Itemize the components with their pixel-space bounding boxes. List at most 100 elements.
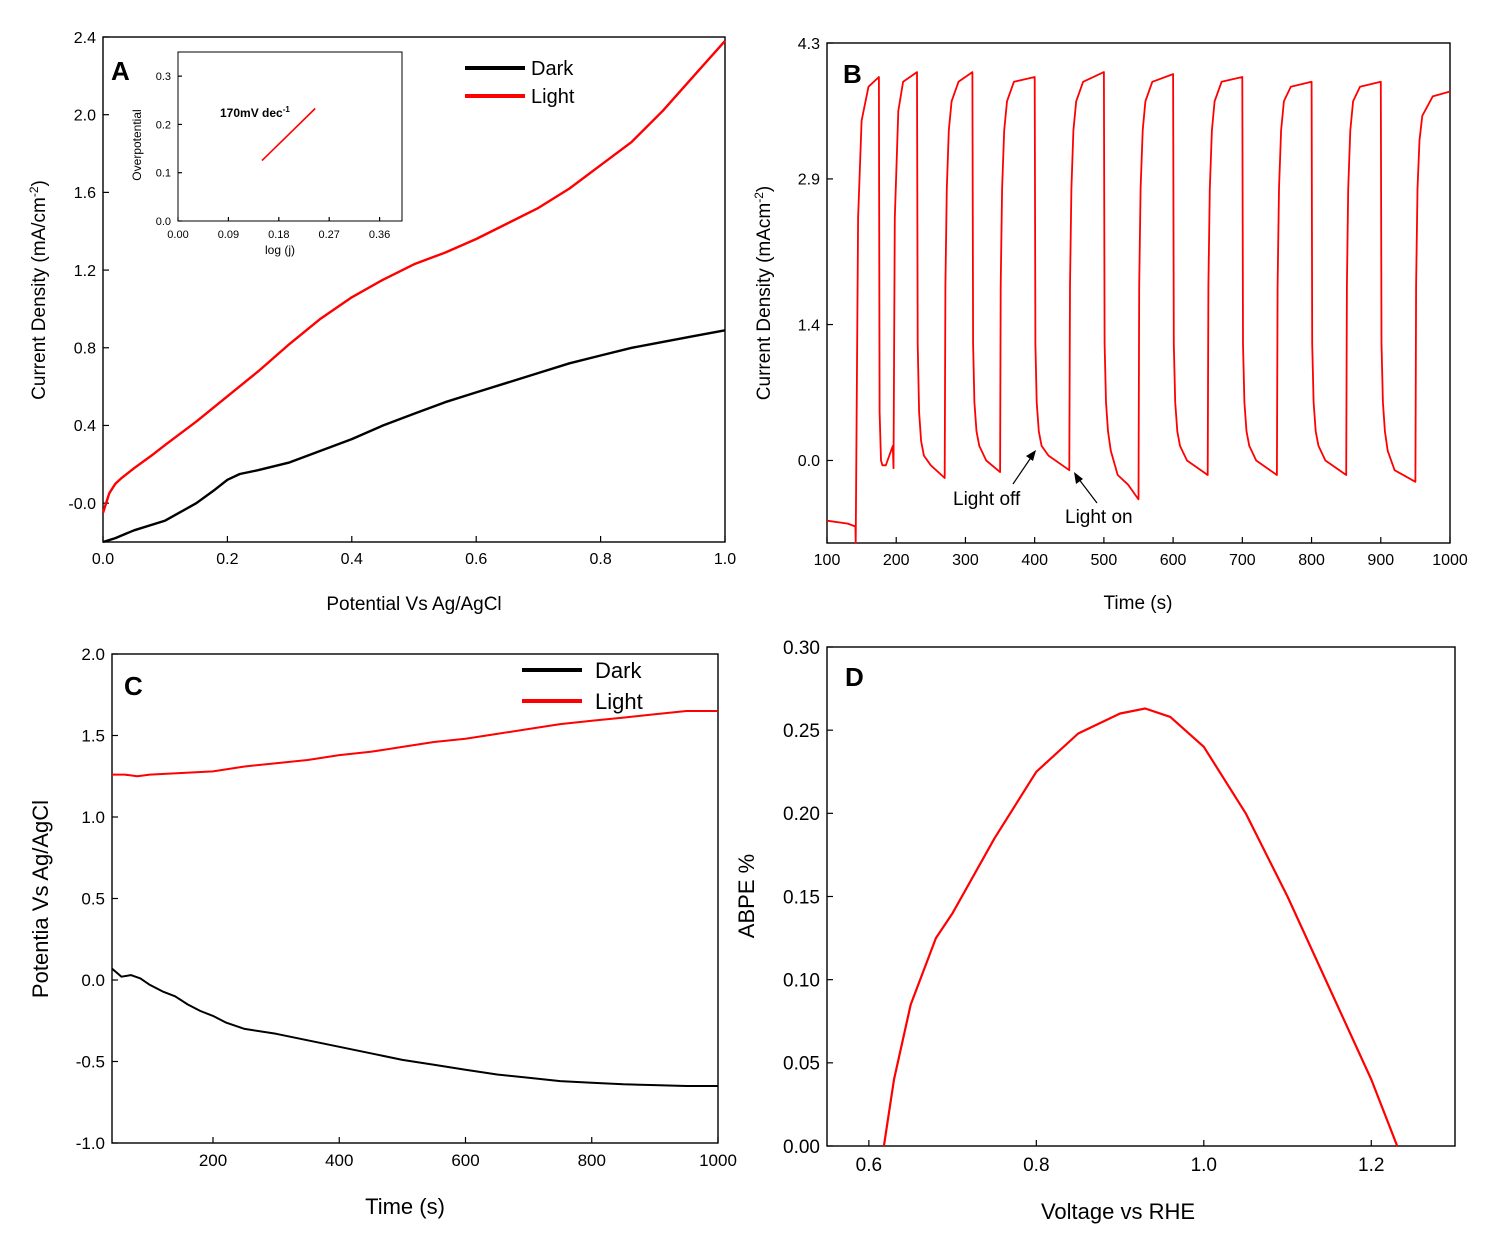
inset-x-ticks: 0.00 0.09 0.18 0.27 0.36 — [167, 217, 390, 241]
y-tick-label: 1.4 — [798, 317, 820, 334]
x-tick-label: 0.09 — [218, 229, 239, 241]
y-tick-label: 1.2 — [74, 263, 96, 280]
panel-b-letter: B — [843, 59, 862, 89]
x-tick-label: 400 — [1021, 552, 1048, 569]
y-tick-label: 0.2 — [156, 119, 171, 131]
x-tick-label: 200 — [199, 1151, 227, 1170]
annotation-light-off-arrowhead — [1026, 450, 1036, 461]
x-tick-label: 0.4 — [341, 551, 363, 568]
y-tick-label: 0.0 — [81, 971, 105, 990]
y-tick-label: 0.0 — [798, 453, 820, 470]
y-tick-label: 2.9 — [798, 172, 820, 189]
x-tick-label: 0.8 — [589, 551, 611, 568]
annotation-light-on-arrowhead — [1074, 472, 1083, 484]
x-tick-label: 100 — [814, 552, 841, 569]
panel-a-x-ticks: 0.0 0.2 0.4 0.6 0.8 1.0 — [92, 536, 736, 568]
panel-b-frame — [826, 42, 1451, 544]
panel-a-letter: A — [111, 56, 130, 86]
panel-a-lines — [101, 40, 726, 544]
panel-d-y-ticks: 0.00 0.05 0.10 0.15 0.20 0.25 0.30 — [783, 638, 833, 1158]
x-tick-label: 1000 — [1432, 552, 1468, 569]
panel-a: A 0.0 0.2 0.4 0.6 0.8 1.0 -0.0 0.4 0.8 1.2 1.6 2.0… — [27, 30, 736, 615]
panel-d-ylabel: ABPE % — [734, 854, 759, 938]
panel-d-xlabel: Voltage vs RHE — [1041, 1199, 1195, 1224]
panel-b-x-ticks: 100 200 300 400 500 600 700 800 900 1000 — [814, 537, 1468, 569]
panel-c-letter: C — [124, 671, 143, 701]
panel-b-lines — [826, 71, 1451, 544]
y-tick-label: 0.8 — [74, 341, 96, 358]
x-tick-label: 200 — [883, 552, 910, 569]
series-abpe-line — [882, 707, 1399, 1147]
legend-dark-label: Dark — [531, 58, 574, 80]
x-tick-label: 0.6 — [465, 551, 487, 568]
y-tick-label: 1.0 — [81, 808, 105, 827]
panel-c-lines — [111, 710, 718, 1087]
x-tick-label: 900 — [1367, 552, 1394, 569]
panel-d-letter: D — [845, 662, 864, 692]
y-tick-label: 1.6 — [74, 185, 96, 202]
series-dark-line — [102, 329, 726, 544]
y-tick-label: 0.4 — [74, 418, 96, 435]
y-tick-label: -1.0 — [76, 1134, 105, 1153]
y-tick-label: 0.0 — [156, 216, 171, 228]
legend-c-light-label: Light — [595, 689, 643, 714]
annotation-light-off-arrow — [1012, 455, 1033, 485]
y-tick-label: -0.5 — [76, 1053, 105, 1072]
series-light-line — [101, 40, 726, 514]
annotation-light-on: Light on — [1065, 507, 1133, 528]
y-tick-label: 2.0 — [81, 645, 105, 664]
inset-frame — [177, 51, 403, 222]
x-tick-label: 1.0 — [1191, 1155, 1217, 1176]
x-tick-label: 600 — [1160, 552, 1187, 569]
y-tick-label: 0.30 — [783, 638, 820, 659]
panel-c-ylabel: Potentia Vs Ag/AgCl — [28, 800, 53, 998]
x-tick-label: 0.6 — [856, 1155, 882, 1176]
series-light-line — [112, 710, 718, 778]
panel-b-y-ticks: 0.0 1.4 2.9 4.3 — [798, 36, 833, 470]
panel-a-y-ticks: -0.0 0.4 0.8 1.2 1.6 2.0 2.4 — [68, 30, 109, 513]
legend-c-dark-label: Dark — [595, 658, 642, 683]
y-tick-label: 0.20 — [783, 804, 820, 825]
inset-ylabel: Overpotential — [130, 109, 144, 180]
panel-d-lines — [882, 707, 1399, 1147]
x-tick-label: 800 — [578, 1151, 606, 1170]
inset-annotation: 170mV dec-1 — [220, 105, 290, 120]
y-tick-label: 0.3 — [156, 71, 171, 83]
y-tick-label: 2.4 — [74, 30, 96, 47]
x-tick-label: 1.2 — [1358, 1155, 1384, 1176]
series-dark-line — [111, 967, 718, 1087]
x-tick-label: 400 — [325, 1151, 353, 1170]
x-tick-label: 0.2 — [216, 551, 238, 568]
y-tick-label: 0.00 — [783, 1137, 820, 1158]
y-tick-label: -0.0 — [68, 496, 96, 513]
x-tick-label: 0.8 — [1023, 1155, 1049, 1176]
x-tick-label: 1.0 — [714, 551, 736, 568]
y-tick-label: 4.3 — [798, 36, 820, 53]
panel-a-frame — [102, 36, 726, 543]
x-tick-label: 0.00 — [167, 229, 188, 241]
y-tick-label: 2.0 — [74, 107, 96, 124]
panel-d-frame — [826, 646, 1456, 1147]
panel-a-xlabel: Potential Vs Ag/AgCl — [326, 594, 501, 615]
panel-b: B 100 200 300 400 500 600 700 800 900 1000 0.0 1.4… — [752, 36, 1468, 614]
annotation-light-on-arrow — [1077, 477, 1098, 504]
panel-c: C 200 400 600 800 1000 -1.0 -0.5 0.0 0.5 1.0 1.5 2… — [28, 645, 737, 1219]
x-tick-label: 1000 — [699, 1151, 737, 1170]
x-tick-label: 300 — [952, 552, 979, 569]
panel-b-ylabel: Current Density (mAcm-2) — [752, 186, 775, 400]
x-tick-label: 500 — [1091, 552, 1118, 569]
panel-c-x-ticks: 200 400 600 800 1000 — [199, 1137, 737, 1170]
panel-b-xlabel: Time (s) — [1104, 593, 1173, 614]
x-tick-label: 800 — [1298, 552, 1325, 569]
panel-c-y-ticks: -1.0 -0.5 0.0 0.5 1.0 1.5 2.0 — [76, 645, 118, 1153]
y-tick-label: 0.5 — [81, 890, 105, 909]
y-tick-label: 1.5 — [81, 727, 105, 746]
series-photocurrent-line — [826, 71, 1451, 544]
x-tick-label: 0.0 — [92, 551, 114, 568]
panel-a-inset: 0.00 0.09 0.18 0.27 0.36 0.0 0.1 0.2 0.3 log (j… — [130, 51, 403, 257]
annotation-light-off: Light off — [953, 489, 1021, 510]
y-tick-label: 0.25 — [783, 721, 820, 742]
series-fit-line — [261, 107, 316, 162]
y-tick-label: 0.15 — [783, 887, 820, 908]
y-tick-label: 0.1 — [156, 168, 171, 180]
